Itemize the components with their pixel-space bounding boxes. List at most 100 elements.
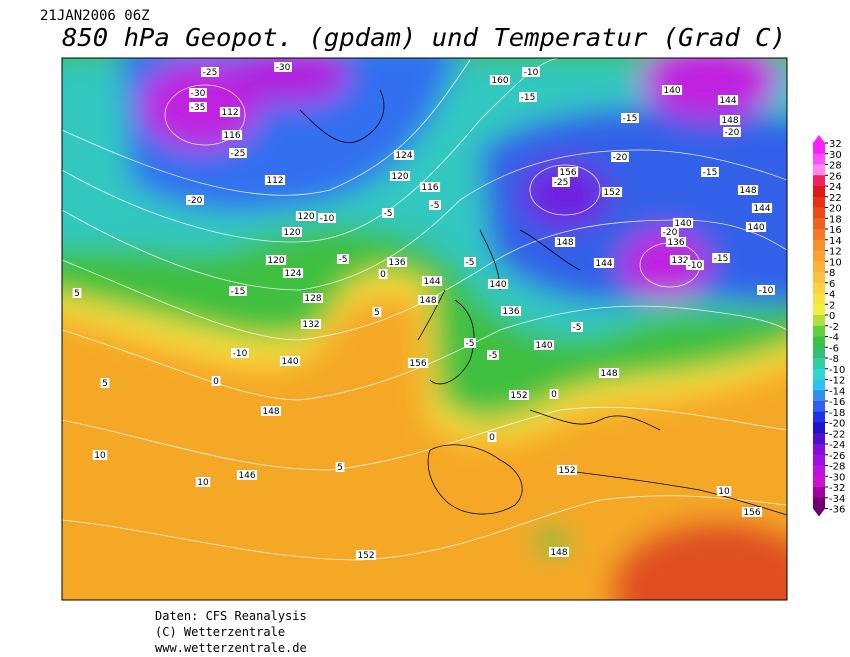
contour-label-box [717,95,739,105]
contour-label: 120 [391,172,408,182]
contour-label: 156 [409,359,426,369]
contour-label-box [508,390,530,400]
contour-label: 140 [747,223,764,233]
colorbar-swatch [813,250,825,262]
contour-label: 120 [297,212,314,222]
colorbar-swatch [813,487,825,499]
contour-label: -15 [231,287,246,297]
colorbar-swatch [813,218,825,230]
contour-label: 144 [423,277,440,287]
contour-label-box [355,550,377,560]
contour-label-box [211,376,221,386]
contour-label-box [236,470,258,480]
contour-label-box [669,255,691,265]
colorbar-swatch [813,261,825,273]
contour-label: -25 [554,178,569,188]
contour-label-box [552,177,570,187]
contour-label: 140 [663,86,680,96]
contour-label: 140 [281,357,298,367]
colorbar-label: 14 [829,236,842,247]
contour-label-box [489,75,511,85]
contour-label-box [716,486,732,496]
contour-label-box [382,208,394,218]
contour-label-box [229,286,247,296]
colorbar-label: 24 [829,182,842,193]
colorbar-label: -14 [829,386,845,397]
colorbar-swatch [813,444,825,456]
contour-label-box [745,222,767,232]
contour-label: 144 [753,204,770,214]
colorbar-swatch [813,454,825,466]
contour-label: 148 [600,369,617,379]
contour-label-box [571,322,583,332]
colorbar-label: -32 [829,483,845,494]
colorbar-swatch [813,358,825,370]
colorbar-swatch [813,207,825,219]
contour-label: -15 [623,114,638,124]
contour-label: 136 [388,258,405,268]
contour-label: 0 [489,433,495,443]
colorbar-swatch [813,175,825,187]
colorbar-swatch [813,196,825,208]
contour-label: -35 [191,103,206,113]
contour-label-box [201,67,219,77]
contour-label: 120 [283,228,300,238]
colorbar-label: 20 [829,204,842,215]
contour-label: 5 [74,289,80,299]
contour-label-box [100,378,110,388]
contour-label: 5 [337,463,343,473]
contour-label-box [621,113,639,123]
contour-label-box [186,195,204,205]
contour-label: 148 [550,548,567,558]
contour-label: -20 [188,196,203,206]
colorbar-swatch [813,304,825,316]
contour-label: 112 [221,108,238,118]
colorbar-label: -12 [829,376,845,387]
contour-label-box [672,218,694,228]
colorbar-label: 16 [829,225,842,236]
colorbar-swatch [813,379,825,391]
contour-label-box [549,389,559,399]
colorbar-label: -6 [829,343,839,354]
colorbar-label: 8 [829,268,835,279]
contour-label-box [556,465,578,475]
colorbar-label: 2 [829,300,835,311]
colorbar-label: -18 [829,408,845,419]
contour-label-box [231,348,249,358]
date: 21JAN2006 06Z [40,8,150,24]
contour-label-box [487,279,509,289]
contour-label: -15 [521,93,536,103]
colorbar-label: -26 [829,451,845,462]
colorbar-label: 6 [829,279,835,290]
contour-label-box [264,175,286,185]
colorbar-swatch [813,272,825,284]
contour-label: 160 [491,76,508,86]
colorbar-label: -16 [829,397,845,408]
colorbar-swatch [813,153,825,165]
contour-label-box [295,211,317,221]
colorbar-label: -20 [829,419,845,430]
contour-label-box [487,350,499,360]
contour-label-box [737,185,759,195]
contour-label: 132 [302,320,319,330]
contour-label-box [533,340,555,350]
contour-label-box [300,319,322,329]
colorbar-swatch [813,465,825,477]
contour-label: 5 [102,379,108,389]
contour-label: -30 [276,63,291,73]
contour-label-box [407,358,429,368]
contour-label: 10 [94,451,106,461]
contour-label-box [701,167,719,177]
colorbar-swatch [813,368,825,380]
map: -25 -30 -30 -35 112 116 -25 -10 160 -15 140 144 148 -… [62,58,787,600]
colorbar-label: 12 [829,247,842,258]
colorbar-label: 0 [829,311,835,322]
contour-label-box [386,257,408,267]
contour-label-box [378,269,388,279]
contour-label: -5 [489,351,498,361]
contour-label: -20 [613,153,628,163]
contour-label-box [92,450,108,460]
contour-label-box [195,477,211,487]
colorbar-label: -10 [829,365,845,376]
contour-label-box [221,130,243,140]
